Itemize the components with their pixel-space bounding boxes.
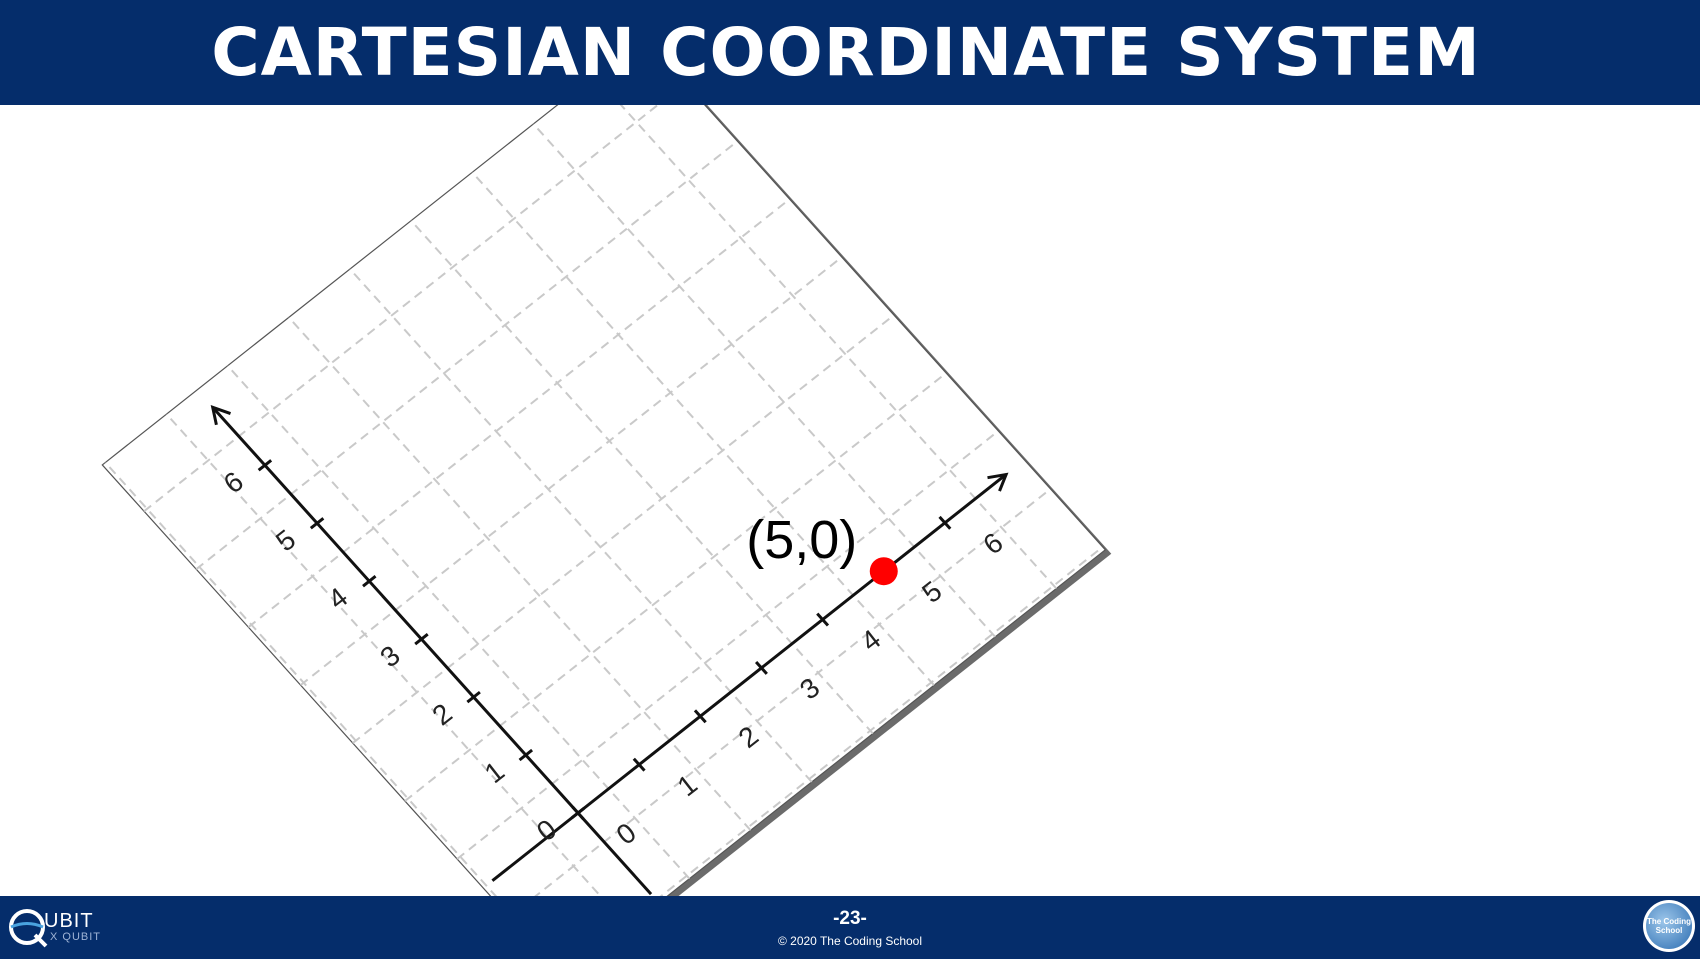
grid-paper [101, 36, 1107, 959]
coding-school-logo-icon: The Coding School [1643, 900, 1695, 952]
grid-line [299, 256, 843, 686]
grid-line [593, 74, 1058, 590]
title-banner: CARTESIAN COORDINATE SYSTEM [0, 0, 1700, 105]
y-tick-mark [518, 748, 534, 762]
grid-line [579, 546, 1104, 959]
grid-line [288, 316, 752, 831]
grid-line [410, 220, 874, 735]
qubit-logo-subtext: X QUBIT [50, 931, 102, 943]
coding-school-logo-text: The Coding School [1647, 917, 1691, 935]
x-tick-mark [693, 709, 707, 724]
point-marker [869, 557, 898, 586]
slide-title: CARTESIAN COORDINATE SYSTEM [211, 14, 1481, 91]
y-axis-arrow-icon [210, 404, 232, 426]
grid-line [226, 365, 691, 880]
y-tick-mark [466, 690, 481, 704]
grid-line [508, 488, 1052, 918]
axis-ticks [257, 459, 952, 820]
grid-line [404, 372, 947, 802]
grid-line [456, 430, 999, 860]
grid-line [143, 82, 686, 513]
grid-line [195, 140, 739, 570]
grid-line [352, 314, 895, 744]
dashed-grid [104, 74, 1104, 959]
grid-line [247, 198, 791, 628]
x-tick-mark [938, 515, 952, 530]
footer-bar: UBIT X QUBIT -23- © 2020 The Coding Scho… [0, 896, 1700, 959]
grid-line [532, 123, 996, 638]
point-label: (5,0) [746, 510, 857, 570]
x-tick-mark [816, 612, 830, 627]
y-tick-mark [257, 459, 273, 472]
y-tick-mark [362, 575, 377, 588]
qubit-logo-text: UBIT [44, 910, 94, 932]
x-axis-arrow-icon [987, 472, 1009, 492]
grid-line [471, 171, 935, 686]
qubit-logo-icon [9, 909, 48, 948]
x-tick-mark [632, 757, 646, 772]
y-tick-mark [309, 517, 325, 530]
y-tick-mark [570, 806, 586, 820]
copyright-text: © 2020 The Coding School [777, 934, 923, 948]
grid-line [104, 461, 554, 959]
page-number: -23- [833, 908, 867, 929]
y-tick-mark [414, 633, 429, 646]
grid-line [165, 413, 630, 928]
x-tick-mark [754, 660, 768, 675]
grid-line [349, 268, 813, 783]
